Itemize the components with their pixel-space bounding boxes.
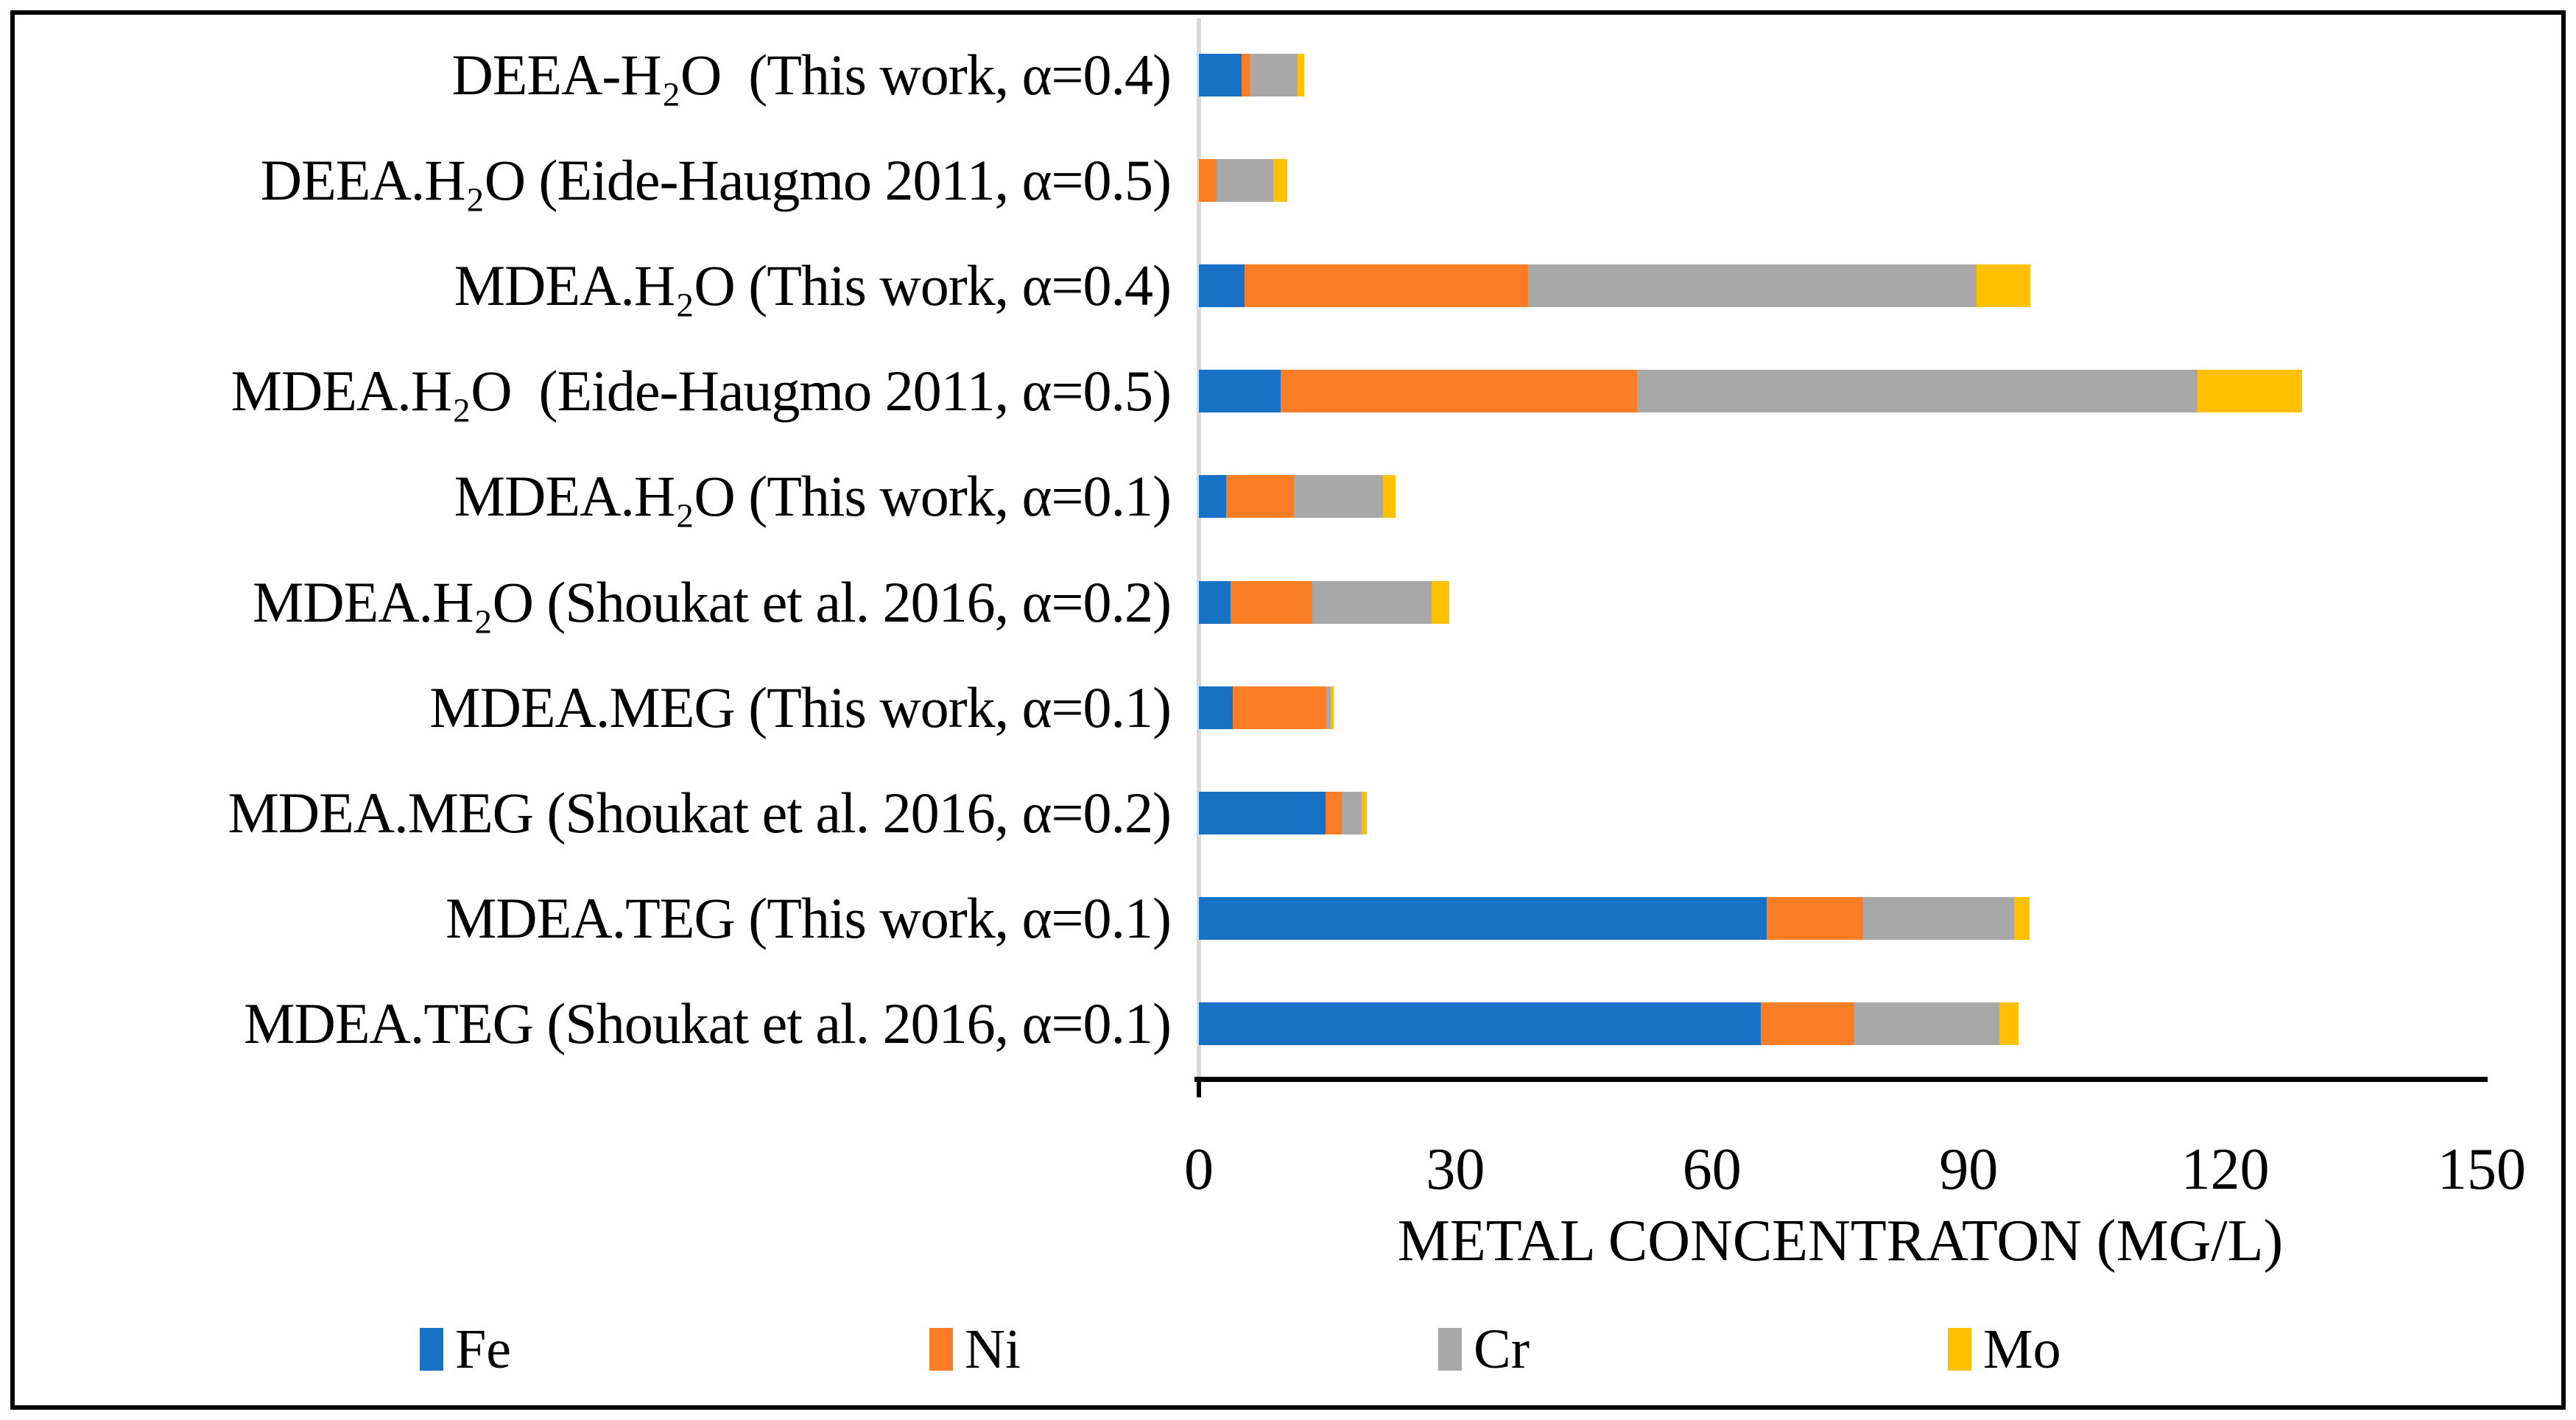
- legend-item-cr: Cr: [1438, 1318, 1530, 1380]
- bar-segment-cr: [1854, 1002, 1999, 1046]
- legend-marker-ni: [929, 1328, 953, 1371]
- legend-marker-mo: [1948, 1328, 1971, 1371]
- bar-track: [1199, 971, 2482, 1077]
- stacked-bar: [1199, 580, 1450, 624]
- bar-segment-mo: [1297, 53, 1304, 96]
- bar-segment-cr: [1217, 158, 1274, 202]
- bar-track: [1199, 339, 2482, 444]
- bar-segment-cr: [1326, 686, 1331, 729]
- bar-segment-cr: [1312, 580, 1432, 624]
- bar-segment-mo: [1431, 580, 1450, 624]
- category-axis-line: [1197, 18, 1201, 1077]
- bar-segment-ni: [1244, 264, 1529, 307]
- bar-track: [1199, 444, 2482, 549]
- bar-segment-fe: [1199, 370, 1281, 413]
- bar-segment-fe: [1199, 897, 1767, 941]
- bar-segment-mo: [1382, 475, 1396, 519]
- category-label: MDEA.H₂O (Eide-Haugmo 2011, α=0.5): [230, 359, 1172, 423]
- category-label: MDEA.TEG (Shoukat et al. 2016, α=0.1): [244, 991, 1172, 1056]
- bar-segment-fe: [1199, 264, 1245, 307]
- bar-segment-ni: [1767, 897, 1864, 941]
- bar-segment-mo: [1999, 1002, 2019, 1046]
- figure-border: [10, 10, 2566, 1410]
- x-tick-label: 90: [1939, 1137, 1999, 1202]
- category-label: MDEA.TEG (This work, α=0.1): [445, 886, 1172, 951]
- bar-segment-cr: [1528, 264, 1977, 307]
- bar-track: [1199, 655, 2482, 760]
- value-axis-line: [1194, 1077, 2488, 1082]
- bar-track: [1199, 549, 2482, 655]
- bar-segment-cr: [1863, 897, 2014, 941]
- bar-segment-cr: [1636, 370, 2198, 413]
- category-label: MDEA.H₂O (Shoukat et al. 2016, α=0.2): [252, 569, 1172, 634]
- bar-segment-mo: [2197, 370, 2303, 413]
- bar-segment-ni: [1760, 1002, 1854, 1046]
- bar-segment-ni: [1230, 580, 1313, 624]
- bar-segment-ni: [1242, 53, 1250, 96]
- bar-segment-fe: [1199, 580, 1231, 624]
- category-label: MDEA.MEG (This work, α=0.1): [429, 675, 1172, 739]
- stacked-bar: [1199, 53, 1304, 96]
- legend-marker-cr: [1438, 1328, 1462, 1371]
- x-axis-title: METAL CONCENTRATON (MG/L): [1397, 1209, 2284, 1273]
- bar-segment-cr: [1341, 791, 1362, 834]
- legend-label: Mo: [1983, 1318, 2061, 1380]
- category-label: MDEA.H₂O (This work, α=0.1): [454, 464, 1172, 529]
- bar-segment-cr: [1249, 53, 1298, 96]
- bar-track: [1199, 22, 2482, 127]
- bar-segment-mo: [1330, 686, 1334, 729]
- bar-segment-mo: [2013, 897, 2030, 941]
- bar-track: [1199, 760, 2482, 865]
- stacked-bar: [1199, 475, 1396, 519]
- bar-track: [1199, 127, 2482, 233]
- bar-track: [1199, 866, 2482, 971]
- category-label: DEEA-H₂O (This work, α=0.4): [451, 42, 1172, 107]
- stacked-bar: [1199, 264, 2030, 307]
- stacked-bar: [1199, 897, 2030, 941]
- bar-segment-ni: [1233, 686, 1327, 729]
- bar-segment-ni: [1199, 158, 1217, 202]
- bar-segment-ni: [1325, 791, 1342, 834]
- x-tick-label: 150: [2438, 1137, 2526, 1202]
- legend-item-fe: Fe: [420, 1318, 511, 1380]
- bar-segment-fe: [1199, 1002, 1761, 1046]
- bar-segment-ni: [1226, 475, 1294, 519]
- category-label: DEEA.H₂O (Eide-Haugmo 2011, α=0.5): [260, 147, 1172, 212]
- legend-label: Ni: [965, 1318, 1021, 1380]
- x-tick-label: 60: [1682, 1137, 1742, 1202]
- bar-segment-fe: [1199, 475, 1227, 519]
- stacked-bar: [1199, 1002, 2019, 1046]
- bar-segment-fe: [1199, 791, 1326, 834]
- legend-item-ni: Ni: [929, 1318, 1021, 1380]
- stacked-bar: [1199, 370, 2303, 413]
- x-tick-label: 30: [1426, 1137, 1485, 1202]
- x-tick-label: 0: [1184, 1137, 1214, 1202]
- bar-segment-ni: [1281, 370, 1637, 413]
- bar-segment-fe: [1199, 686, 1234, 729]
- bar-segment-mo: [1273, 158, 1287, 202]
- stacked-bar: [1199, 791, 1367, 834]
- category-label: MDEA.MEG (Shoukat et al. 2016, α=0.2): [228, 780, 1172, 845]
- legend-label: Cr: [1474, 1318, 1530, 1380]
- bar-segment-cr: [1293, 475, 1383, 519]
- category-label: MDEA.H₂O (This work, α=0.4): [454, 253, 1172, 317]
- legend-item-mo: Mo: [1948, 1318, 2061, 1380]
- bar-track: [1199, 233, 2482, 338]
- stacked-bar: [1199, 158, 1287, 202]
- legend-marker-fe: [420, 1328, 443, 1371]
- bar-segment-fe: [1199, 53, 1242, 96]
- stacked-bar: [1199, 686, 1334, 729]
- bar-segment-mo: [1976, 264, 2030, 307]
- bar-segment-mo: [1361, 791, 1367, 834]
- legend-label: Fe: [455, 1318, 511, 1380]
- x-tick-label: 120: [2181, 1137, 2270, 1202]
- value-axis-origin-tick: [1197, 1077, 1201, 1097]
